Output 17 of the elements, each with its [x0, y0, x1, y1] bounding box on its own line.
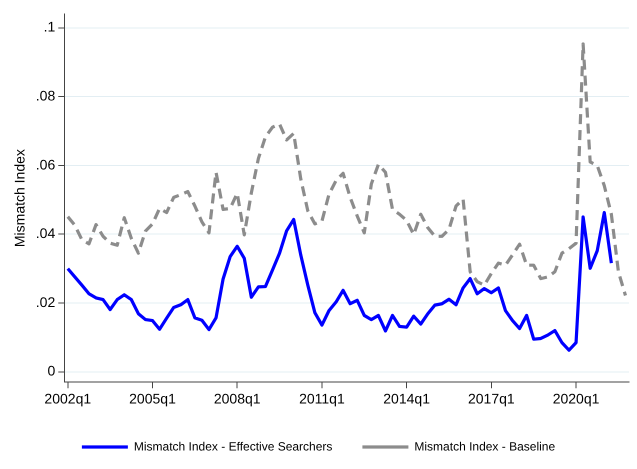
y-tick-label: .08 [36, 87, 56, 104]
y-tick-label: .04 [36, 225, 56, 242]
y-axis-title: Mismatch Index [11, 149, 28, 248]
x-tick-label: 2020q1 [552, 390, 600, 406]
legend-label: Mismatch Index - Effective Searchers [134, 439, 332, 454]
y-tick-label: .1 [44, 18, 56, 35]
y-tick-label: 0 [47, 362, 56, 379]
x-tick-label: 2008q1 [214, 390, 261, 406]
x-tick-label: 2017q1 [468, 390, 515, 406]
x-tick-label: 2011q1 [299, 390, 345, 406]
legend-label: Mismatch Index - Baseline [414, 439, 556, 454]
x-tick-label: 2002q1 [44, 390, 92, 406]
x-tick-label: 2014q1 [383, 390, 430, 406]
x-tick-label: 2005q1 [129, 390, 176, 406]
line-series [66, 42, 628, 298]
y-tick-label: .02 [36, 294, 56, 310]
y-tick-label: .06 [36, 156, 56, 172]
